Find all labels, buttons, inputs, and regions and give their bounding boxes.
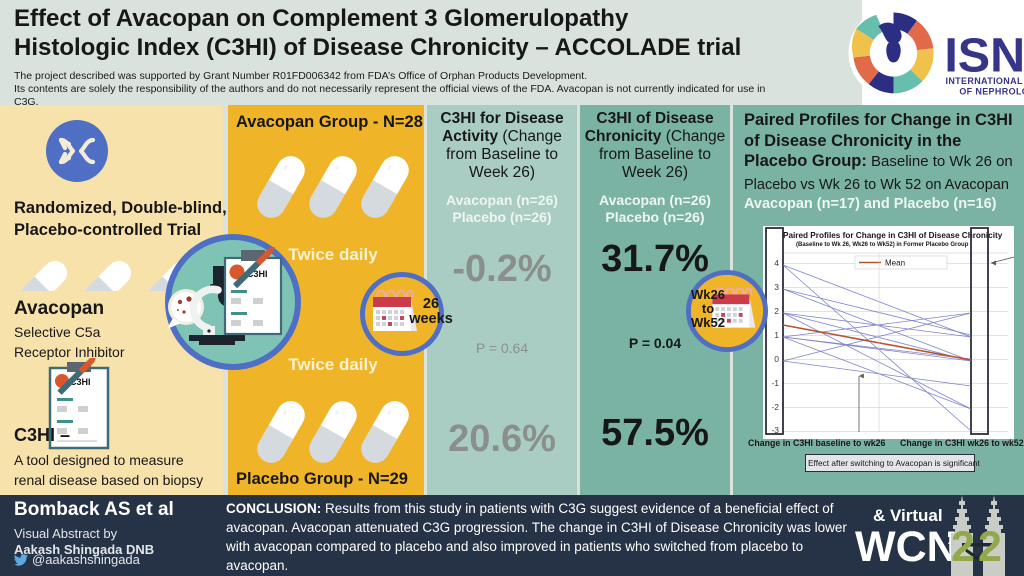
svg-text:2: 2 — [951, 523, 975, 571]
svg-text:(Baseline to Wk 26, Wk26 to Wk: (Baseline to Wk 26, Wk26 to Wk52) in For… — [796, 242, 969, 248]
svg-text:2: 2 — [978, 523, 1002, 571]
svg-text:1: 1 — [774, 330, 779, 340]
svg-text:3: 3 — [774, 282, 779, 292]
svg-text:ISN: ISN — [944, 28, 1024, 82]
svg-text:Mean: Mean — [885, 259, 905, 268]
svg-text:2: 2 — [774, 306, 779, 316]
svg-text:0: 0 — [774, 354, 779, 364]
svg-text:4: 4 — [774, 258, 779, 268]
svg-text:Paired Profiles for Change in: Paired Profiles for Change in C3HI of Di… — [783, 231, 1003, 240]
svg-text:OF NEPHROLOGY: OF NEPHROLOGY — [959, 86, 1024, 96]
svg-text:-2: -2 — [771, 402, 779, 412]
svg-text:INTERNATIONAL SOCIETY: INTERNATIONAL SOCIETY — [945, 76, 1024, 86]
svg-text:WCN: WCN — [855, 523, 958, 571]
svg-text:-1: -1 — [771, 378, 779, 388]
